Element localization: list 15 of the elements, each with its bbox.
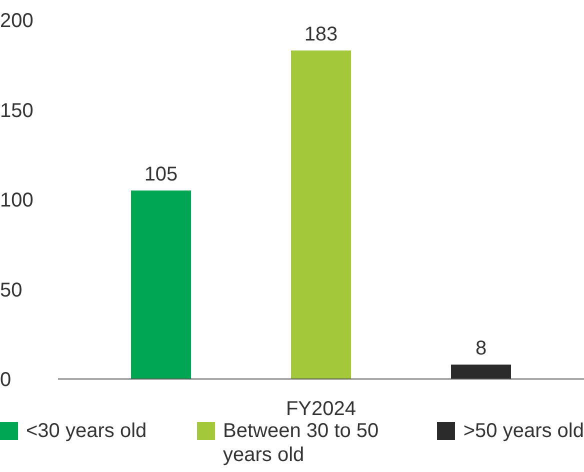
legend-label: >50 years old xyxy=(463,419,584,443)
y-tick-label: 100 xyxy=(0,190,34,212)
bar xyxy=(451,364,511,379)
data-label: 183 xyxy=(304,24,338,46)
y-tick-label: 200 xyxy=(0,10,34,32)
legend-label: <30 years old xyxy=(26,419,147,443)
x-tick-label: FY2024 xyxy=(286,398,356,420)
data-label: 8 xyxy=(475,338,487,360)
bar xyxy=(291,50,351,379)
legend-label: Between 30 to 50 years old xyxy=(223,419,380,467)
y-tick-label: 150 xyxy=(0,100,34,122)
y-tick-label: 50 xyxy=(0,279,22,302)
bar xyxy=(131,190,191,379)
y-tick-label: 0 xyxy=(0,369,12,392)
data-label: 105 xyxy=(144,164,178,186)
